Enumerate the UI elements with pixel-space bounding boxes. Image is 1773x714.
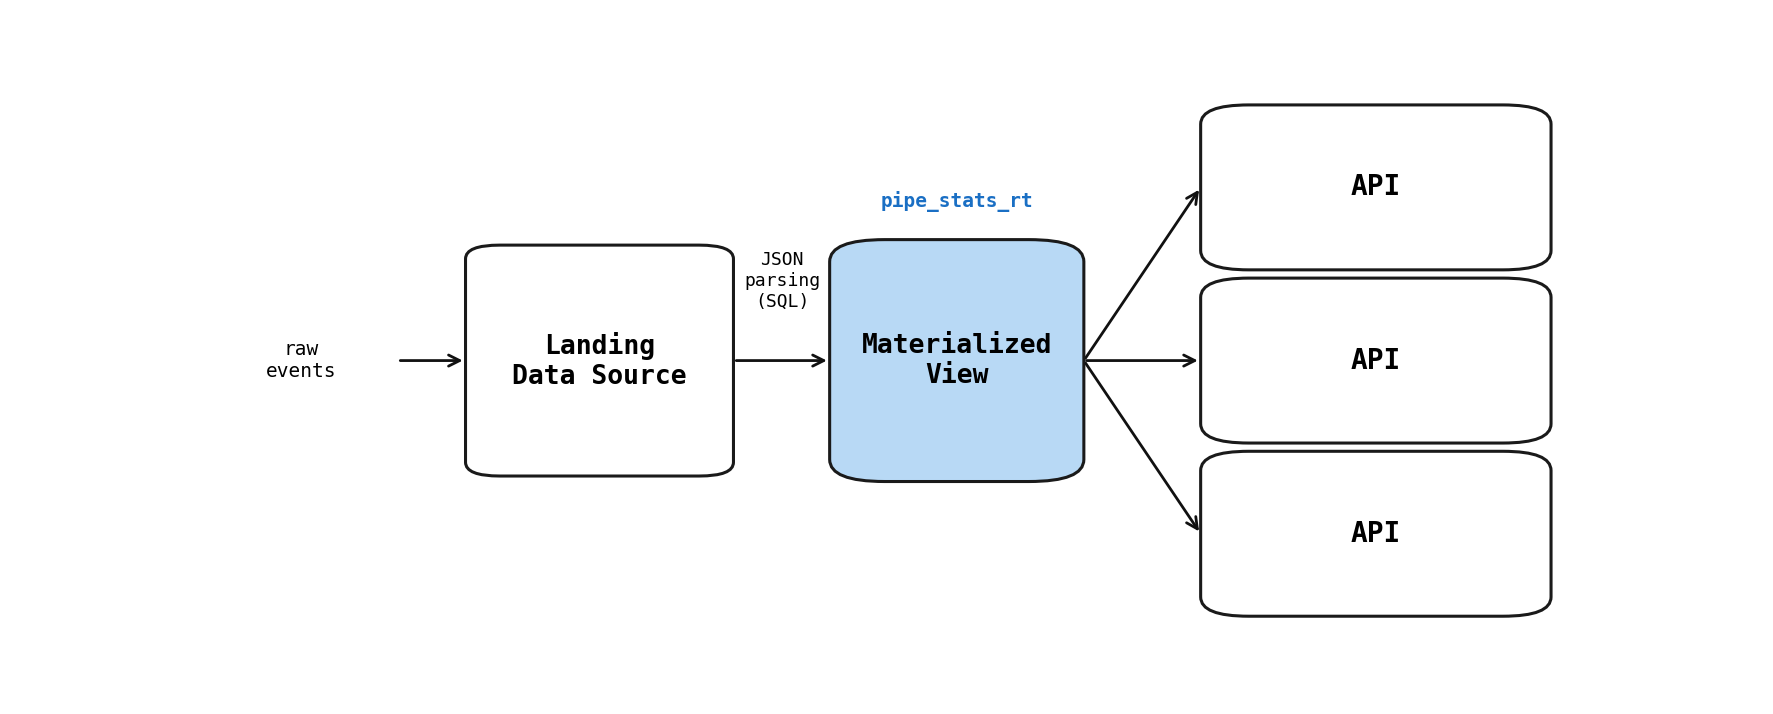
Text: API: API [1351, 174, 1401, 201]
FancyBboxPatch shape [1200, 278, 1551, 443]
Text: JSON
parsing
(SQL): JSON parsing (SQL) [745, 251, 821, 311]
FancyBboxPatch shape [830, 240, 1083, 481]
Text: pipe_stats_rt: pipe_stats_rt [881, 191, 1034, 212]
Text: Landing
Data Source: Landing Data Source [512, 331, 686, 390]
FancyBboxPatch shape [1200, 451, 1551, 616]
Text: API: API [1351, 346, 1401, 375]
FancyBboxPatch shape [1200, 105, 1551, 270]
Text: raw
events: raw events [266, 340, 337, 381]
Text: Materialized
View: Materialized View [862, 333, 1051, 388]
Text: API: API [1351, 520, 1401, 548]
FancyBboxPatch shape [466, 245, 734, 476]
